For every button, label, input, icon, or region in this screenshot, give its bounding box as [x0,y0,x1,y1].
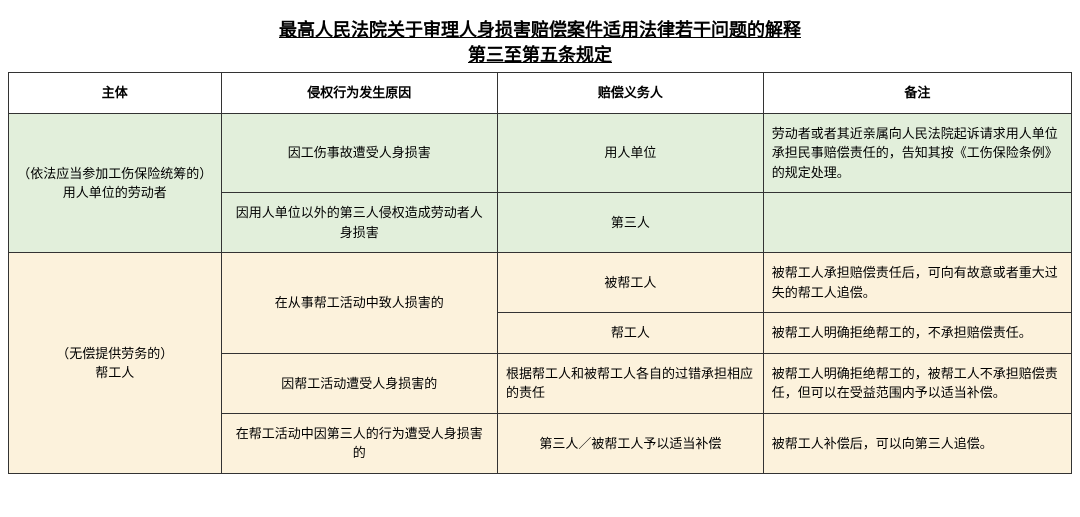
header-obligor: 赔偿义务人 [497,73,763,114]
subject-yellow-line1: （无偿提供劳务的） [56,346,173,361]
cell-remark: 被帮工人补偿后，可以向第三人追偿。 [763,413,1071,473]
subject-green-line2: 用人单位的劳动者 [63,185,167,200]
cell-remark [763,193,1071,253]
table-row: （依法应当参加工伤保险统筹的） 用人单位的劳动者 因工伤事故遭受人身损害 用人单… [9,113,1072,193]
cell-cause: 在从事帮工活动中致人损害的 [221,253,497,354]
cell-obligor: 根据帮工人和被帮工人各自的过错承担相应的责任 [497,353,763,413]
cell-remark: 被帮工人承担赔偿责任后，可向有故意或者重大过失的帮工人追偿。 [763,253,1071,313]
cell-remark: 被帮工人明确拒绝帮工的，被帮工人不承担赔偿责任，但可以在受益范围内予以适当补偿。 [763,353,1071,413]
subject-yellow-line2: 帮工人 [95,365,134,380]
cell-obligor: 用人单位 [497,113,763,193]
cell-cause: 在帮工活动中因第三人的行为遭受人身损害的 [221,413,497,473]
title-line1: 最高人民法院关于审理人身损害赔偿案件适用法律若干问题的解释 [279,20,801,40]
cell-cause: 因用人单位以外的第三人侵权造成劳动者人身损害 [221,193,497,253]
title-line2: 第三至第五条规定 [468,45,612,65]
cell-remark: 劳动者或者其近亲属向人民法院起诉请求用人单位承担民事赔偿责任的，告知其按《工伤保… [763,113,1071,193]
cell-obligor: 帮工人 [497,313,763,354]
header-remark: 备注 [763,73,1071,114]
header-row: 主体 侵权行为发生原因 赔偿义务人 备注 [9,73,1072,114]
cell-subject-green: （依法应当参加工伤保险统筹的） 用人单位的劳动者 [9,113,222,253]
cell-cause: 因工伤事故遭受人身损害 [221,113,497,193]
cell-obligor: 被帮工人 [497,253,763,313]
header-cause: 侵权行为发生原因 [221,73,497,114]
header-subject: 主体 [9,73,222,114]
cell-subject-yellow: （无偿提供劳务的） 帮工人 [9,253,222,474]
cell-obligor: 第三人 [497,193,763,253]
subject-green-line1: （依法应当参加工伤保险统筹的） [17,166,212,181]
legal-table: 主体 侵权行为发生原因 赔偿义务人 备注 （依法应当参加工伤保险统筹的） 用人单… [8,72,1072,474]
cell-obligor: 第三人／被帮工人予以适当补偿 [497,413,763,473]
cell-remark: 被帮工人明确拒绝帮工的，不承担赔偿责任。 [763,313,1071,354]
table-row: （无偿提供劳务的） 帮工人 在从事帮工活动中致人损害的 被帮工人 被帮工人承担赔… [9,253,1072,313]
cell-cause: 因帮工活动遭受人身损害的 [221,353,497,413]
document-title: 最高人民法院关于审理人身损害赔偿案件适用法律若干问题的解释 第三至第五条规定 [8,8,1072,72]
